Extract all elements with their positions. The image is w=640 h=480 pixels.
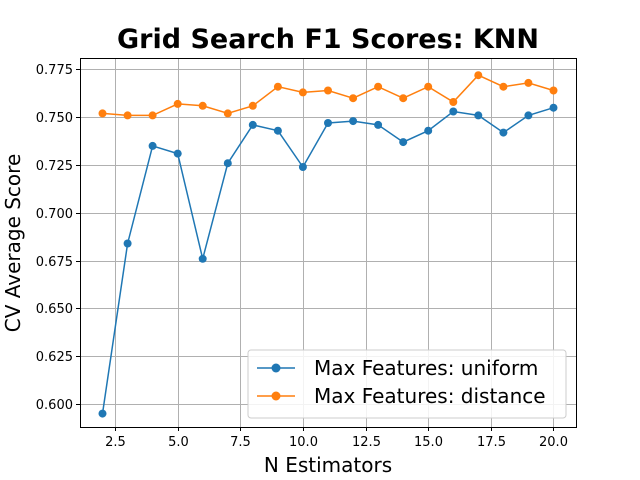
- data-point: [549, 103, 558, 112]
- data-point: [198, 101, 207, 110]
- y-tick-label: 0.700: [36, 207, 73, 222]
- data-point: [148, 141, 157, 150]
- data-point: [123, 239, 132, 248]
- x-tick-label: 5.0: [168, 435, 189, 450]
- data-point: [374, 82, 383, 91]
- chart-title: Grid Search F1 Scores: KNN: [117, 24, 539, 55]
- data-point: [98, 109, 107, 118]
- data-point: [499, 82, 508, 91]
- legend-box: [247, 349, 567, 419]
- y-tick-label: 0.625: [36, 350, 73, 365]
- legend-item: Max Features: uniform: [257, 356, 538, 380]
- y-tick-label: 0.725: [36, 159, 73, 174]
- data-point: [223, 159, 232, 168]
- data-point: [524, 78, 533, 87]
- data-point: [424, 126, 433, 135]
- data-point: [324, 86, 332, 95]
- x-tick-label: 12.5: [352, 435, 381, 450]
- data-point: [273, 82, 282, 91]
- data-point: [549, 86, 558, 95]
- ticks: 2.5 5.0 7.5 10.0 12.5 15.0 17.5 20.0 0.600 0.625 0…: [36, 63, 568, 450]
- legend-item: Max Features: distance: [257, 384, 546, 408]
- series-2: [98, 71, 558, 120]
- grid: [80, 58, 576, 427]
- data-point: [173, 149, 182, 158]
- x-tick-label: 20.0: [539, 435, 568, 450]
- y-tick-label: 0.675: [36, 255, 73, 270]
- data-point: [499, 128, 508, 137]
- data-point: [123, 111, 132, 120]
- data-point: [424, 82, 433, 91]
- data-point: [349, 117, 358, 126]
- data-point: [474, 71, 483, 80]
- x-tick-label: 17.5: [477, 435, 506, 450]
- data-point: [474, 111, 483, 120]
- data-point: [223, 109, 232, 118]
- data-point: [524, 111, 533, 120]
- data-point: [298, 88, 307, 97]
- data-point: [449, 98, 458, 106]
- x-axis-label: N Estimators: [264, 453, 392, 477]
- x-tick-label: 7.5: [230, 435, 251, 450]
- legend: Max Features: uniform Max Features: dista…: [247, 349, 567, 419]
- data-point: [399, 138, 408, 147]
- y-axis-label: CV Average Score: [1, 154, 25, 333]
- data-point: [298, 163, 307, 171]
- data-point: [248, 120, 257, 129]
- y-tick-label: 0.600: [36, 398, 73, 413]
- legend-label: Max Features: uniform: [314, 356, 538, 380]
- legend-marker: [271, 363, 281, 373]
- legend-label: Max Features: distance: [314, 384, 546, 408]
- plot-frame: [80, 58, 577, 428]
- data-point: [198, 254, 207, 263]
- data-point: [248, 101, 257, 110]
- series-layer: [98, 71, 558, 418]
- x-tick-label: 15.0: [414, 435, 443, 450]
- data-point: [399, 94, 408, 103]
- data-point: [349, 94, 358, 103]
- legend-marker: [271, 391, 281, 401]
- x-tick-label: 2.5: [105, 435, 126, 450]
- data-point: [148, 111, 157, 120]
- data-point: [374, 120, 383, 129]
- data-point: [449, 107, 458, 116]
- data-point: [98, 409, 107, 418]
- series-1: [98, 103, 558, 418]
- data-point: [173, 99, 182, 108]
- y-tick-label: 0.775: [36, 63, 73, 78]
- data-point: [273, 126, 282, 135]
- y-tick-label: 0.650: [36, 302, 73, 317]
- y-tick-label: 0.750: [36, 111, 73, 126]
- series-line: [102, 74, 554, 117]
- x-tick-label: 10.0: [289, 435, 318, 450]
- data-point: [324, 119, 332, 127]
